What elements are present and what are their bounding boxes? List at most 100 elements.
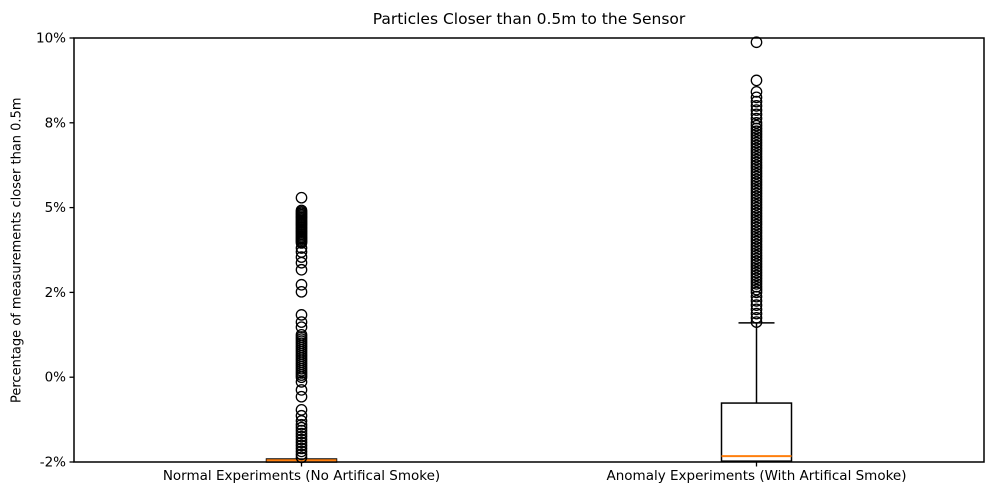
outlier-point	[750, 210, 763, 222]
outlier-point	[295, 451, 308, 464]
outlier-point	[750, 122, 763, 135]
outlier-point	[750, 263, 763, 276]
y-tick-label: 0%	[45, 370, 67, 386]
outlier-point	[750, 286, 763, 299]
outlier-point	[750, 303, 763, 316]
outlier-point	[750, 181, 763, 194]
outlier-point	[750, 311, 763, 324]
outlier-point	[750, 269, 763, 282]
outlier-point	[750, 235, 763, 248]
outlier-point	[295, 433, 308, 446]
outlier-point	[295, 390, 308, 403]
outlier-point	[750, 238, 763, 251]
outlier-point	[750, 128, 763, 140]
outlier-point	[750, 104, 763, 116]
outlier-point	[750, 255, 763, 268]
outlier-point	[750, 193, 763, 205]
box-anomaly	[720, 402, 793, 462]
outlier-point	[295, 309, 308, 321]
outlier-point	[750, 221, 763, 234]
x-tick-label: Anomaly Experiments (With Artifical Smok…	[607, 468, 907, 484]
outlier-point	[295, 409, 308, 422]
outlier-point	[295, 263, 308, 276]
outlier-point	[295, 285, 308, 298]
outlier-point	[295, 251, 308, 263]
outlier-point	[750, 148, 763, 160]
outlier-point	[750, 153, 763, 166]
outlier-point	[750, 283, 763, 296]
outlier-point	[750, 218, 763, 231]
outlier-point	[295, 376, 308, 388]
outlier-point	[750, 142, 763, 155]
outlier-point	[750, 232, 763, 245]
outlier-point	[295, 445, 308, 458]
outlier-point	[750, 224, 763, 237]
outlier-point	[295, 421, 308, 434]
outlier-point	[750, 170, 763, 183]
outlier-point	[295, 403, 308, 416]
y-tick-label: 2%	[45, 285, 67, 301]
outlier-point	[750, 227, 763, 239]
outlier-point	[750, 95, 763, 108]
outlier-point	[750, 179, 763, 191]
outlier-point	[295, 278, 308, 291]
outlier-point	[750, 299, 763, 311]
outlier-point	[750, 173, 763, 186]
outlier-point	[750, 213, 763, 225]
outlier-point	[750, 295, 763, 307]
outlier-point	[295, 371, 308, 384]
outlier-point	[750, 316, 763, 328]
outlier-point	[750, 131, 763, 143]
outlier-point	[750, 190, 763, 203]
y-tick-label: 10%	[36, 31, 66, 47]
outlier-point	[750, 307, 763, 320]
outlier-point	[750, 244, 763, 256]
outlier-point	[750, 252, 763, 265]
outlier-point	[750, 167, 763, 180]
outlier-point	[750, 108, 763, 121]
outlier-point	[750, 261, 763, 273]
outlier-point	[295, 448, 308, 461]
outlier-point	[750, 215, 763, 228]
outlier-point	[750, 156, 763, 169]
outlier-point	[295, 442, 308, 455]
outlier-point	[295, 316, 308, 328]
x-tick-label: Normal Experiments (No Artifical Smoke)	[163, 468, 440, 484]
outlier-point	[750, 74, 763, 87]
outlier-point	[750, 278, 763, 290]
outlier-point	[750, 150, 763, 163]
outlier-point	[750, 246, 763, 259]
outlier-point	[750, 201, 763, 214]
outlier-point	[750, 136, 763, 149]
outlier-point	[750, 198, 763, 211]
outlier-point	[295, 237, 308, 249]
outlier-point	[750, 91, 763, 104]
outlier-point	[750, 159, 763, 172]
outlier-point	[750, 133, 763, 146]
y-tick-label: -2%	[40, 455, 66, 471]
outlier-point	[750, 36, 763, 49]
outlier-point	[295, 191, 308, 204]
outlier-point	[295, 424, 308, 437]
outlier-point	[295, 439, 308, 452]
y-tick-label: 8%	[45, 115, 67, 131]
y-tick-label: 5%	[45, 200, 67, 216]
plot-frame	[73, 37, 985, 463]
outlier-point	[750, 139, 763, 152]
outlier-point	[750, 204, 763, 217]
outlier-point	[750, 275, 763, 287]
outlier-point	[750, 266, 763, 279]
outlier-point	[750, 187, 763, 200]
outlier-point	[750, 230, 763, 242]
outlier-point	[750, 290, 763, 303]
outlier-point	[750, 196, 763, 208]
outlier-point	[750, 207, 763, 220]
outlier-point	[750, 125, 763, 138]
outlier-point	[295, 242, 308, 254]
outlier-point	[750, 116, 763, 129]
outlier-point	[750, 258, 763, 270]
outlier-point	[750, 176, 763, 189]
outlier-point	[295, 384, 308, 396]
